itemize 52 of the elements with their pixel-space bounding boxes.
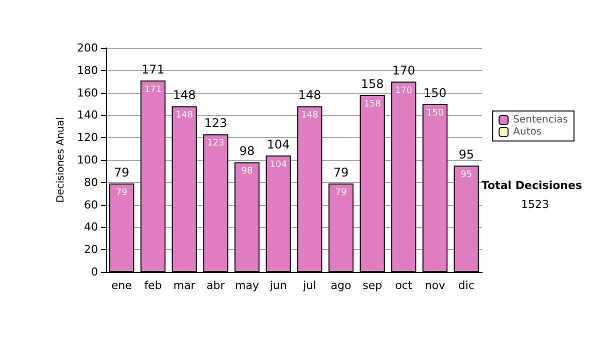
y-tick-label: 80 xyxy=(84,176,98,189)
total-label: 170 xyxy=(392,64,416,78)
y-tick-label: 160 xyxy=(77,86,98,100)
total-label: 171 xyxy=(142,62,164,76)
data-label: 79 xyxy=(116,188,128,198)
legend-label: Autos xyxy=(513,126,542,138)
x-tick-label: may xyxy=(235,279,260,292)
y-axis-title: Decisiones Anual xyxy=(56,117,67,203)
data-label: 95 xyxy=(460,170,472,180)
x-tick-label: nov xyxy=(424,279,446,292)
x-tick-label: dic xyxy=(458,279,474,292)
total-label: 79 xyxy=(333,166,349,180)
x-tick-label: feb xyxy=(144,279,162,292)
data-label: 104 xyxy=(270,160,288,170)
legend-label: Sentencias xyxy=(513,114,568,126)
y-tick-label: 40 xyxy=(84,220,98,234)
data-label: 79 xyxy=(335,188,347,198)
x-tick-label: oct xyxy=(395,279,413,292)
total-label: 158 xyxy=(360,77,384,92)
y-tick-label: 20 xyxy=(84,243,98,256)
x-tick-label: sep xyxy=(362,279,382,292)
y-tick-label: 200 xyxy=(77,42,98,54)
data-label: 170 xyxy=(395,86,413,96)
x-tick-label: jul xyxy=(302,279,316,292)
x-tick-label: mar xyxy=(173,279,196,292)
total-label: 148 xyxy=(172,88,196,102)
total-label: 150 xyxy=(424,86,446,100)
total-label: 95 xyxy=(458,148,474,162)
total-label: 79 xyxy=(114,166,130,180)
annotation: Total Decisiones xyxy=(482,179,582,192)
y-tick-label: 60 xyxy=(84,198,98,212)
data-label: 123 xyxy=(207,138,224,149)
data-label: 98 xyxy=(241,166,253,177)
total-label: 104 xyxy=(266,138,290,152)
y-tick-label: 120 xyxy=(77,131,98,144)
data-label: 171 xyxy=(144,84,162,95)
data-label: 148 xyxy=(301,110,319,121)
y-tick-label: 180 xyxy=(77,64,98,77)
data-label: 150 xyxy=(426,108,444,118)
y-tick-label: 0 xyxy=(91,266,98,278)
data-label: 158 xyxy=(364,100,382,110)
y-tick-label: 100 xyxy=(77,154,98,166)
total-label: 123 xyxy=(204,116,228,130)
x-tick-label: ene xyxy=(111,279,132,292)
x-tick-label: jun xyxy=(268,279,287,292)
x-tick-label: ago xyxy=(330,279,352,292)
total-label: 98 xyxy=(239,144,255,158)
y-tick-label: 140 xyxy=(77,108,98,122)
total-label: 148 xyxy=(298,88,322,102)
x-tick-label: abr xyxy=(206,279,226,292)
data-label: 148 xyxy=(176,110,194,121)
text: 1523 xyxy=(521,198,550,211)
